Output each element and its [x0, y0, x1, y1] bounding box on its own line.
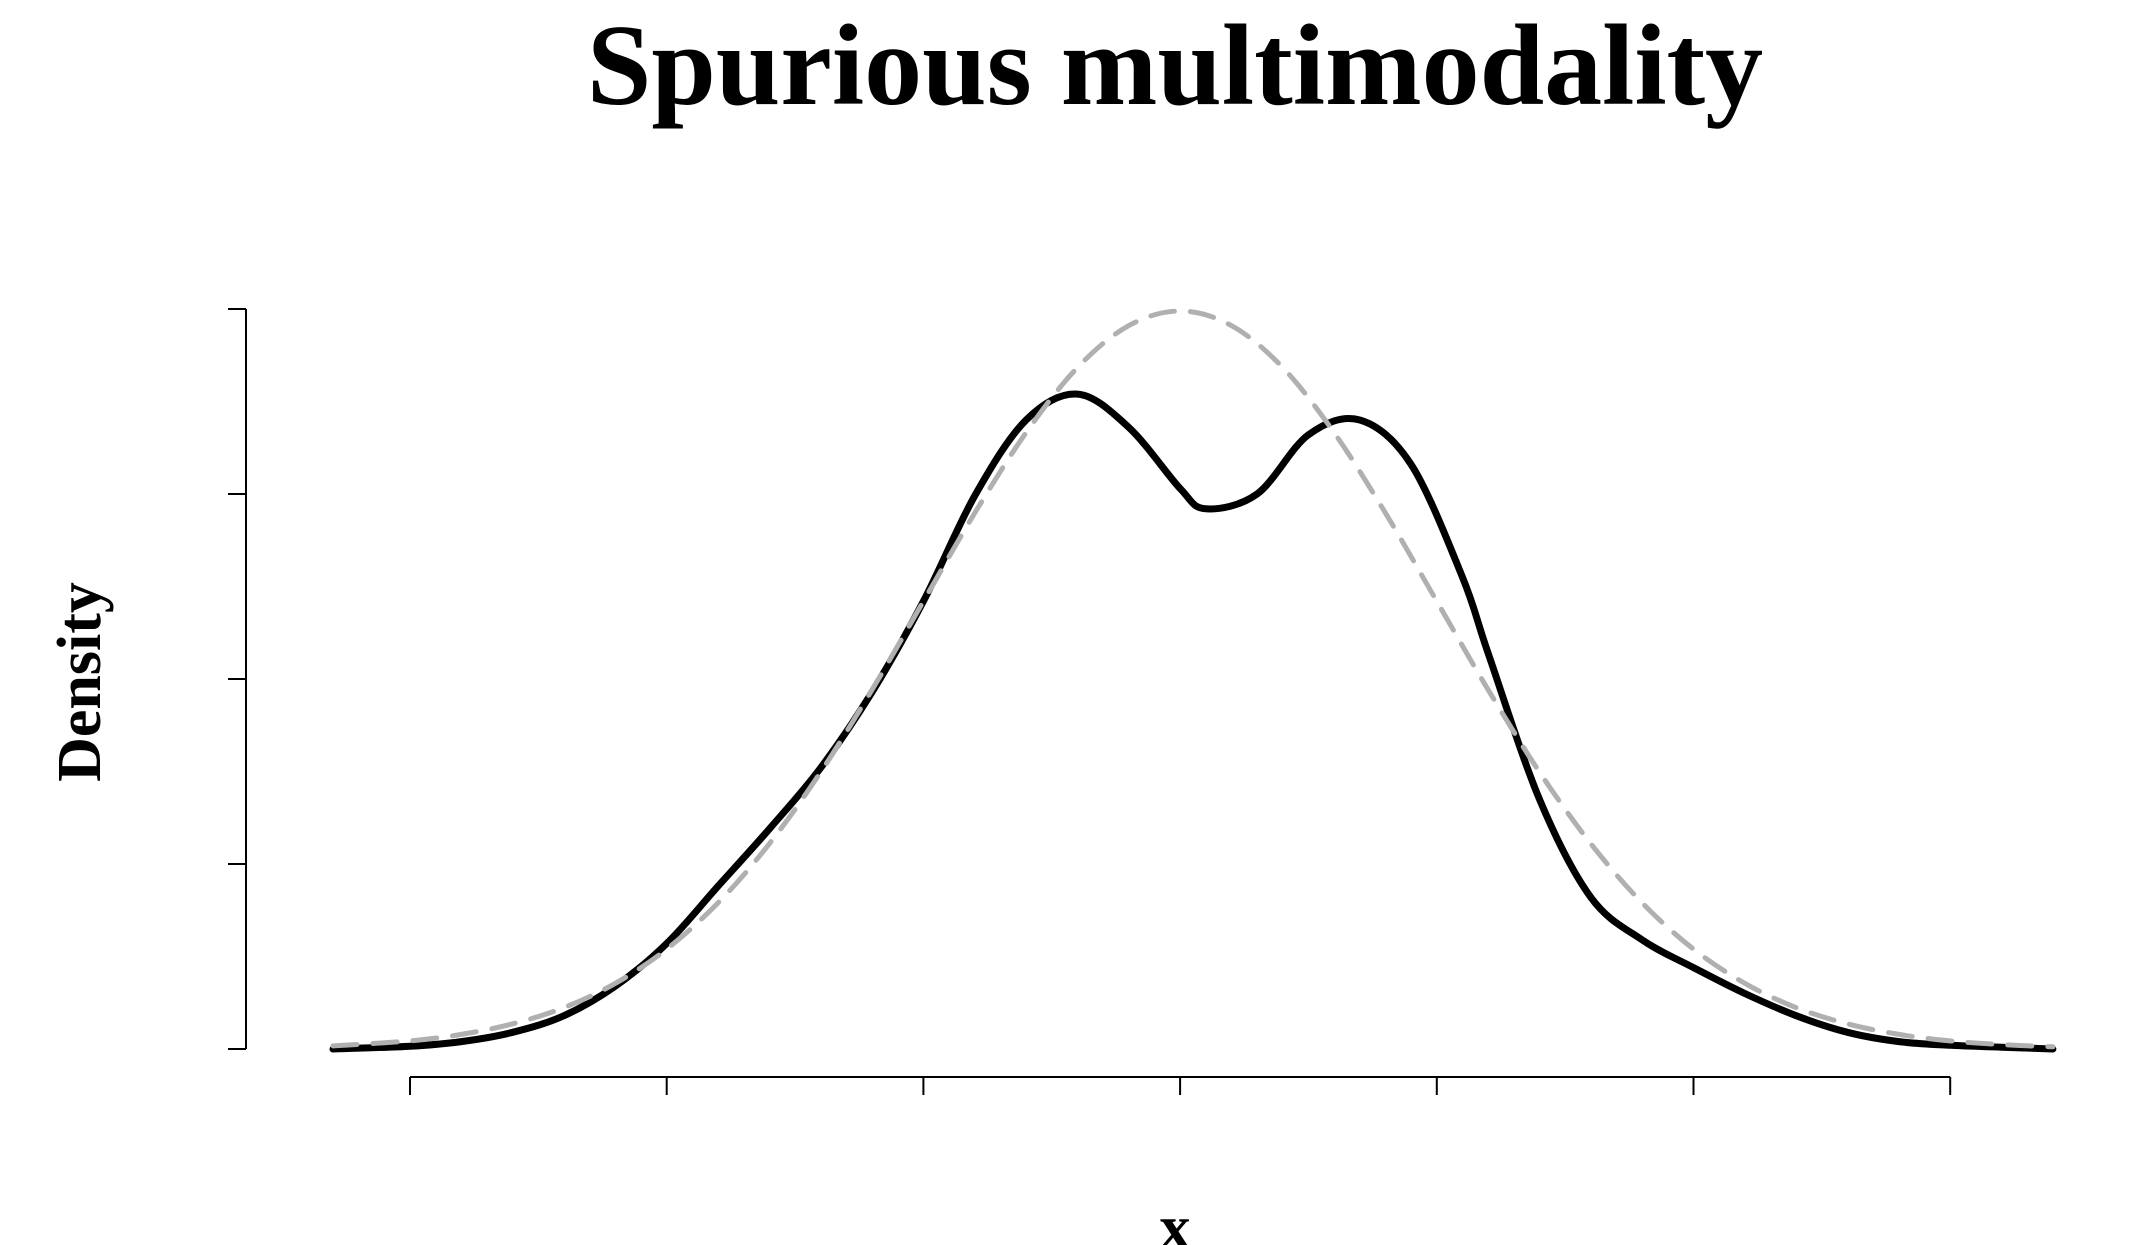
series-line-solid [329, 390, 2057, 1053]
x-axis [409, 1076, 1952, 1095]
y-axis [228, 308, 247, 1050]
series-layer [329, 308, 2057, 1053]
chart-title: Spurious multimodality [587, 2, 1763, 130]
x-axis-label: x [1160, 1194, 1191, 1245]
series-line-dashed [330, 308, 2056, 1050]
y-axis-label: Density [46, 582, 114, 782]
